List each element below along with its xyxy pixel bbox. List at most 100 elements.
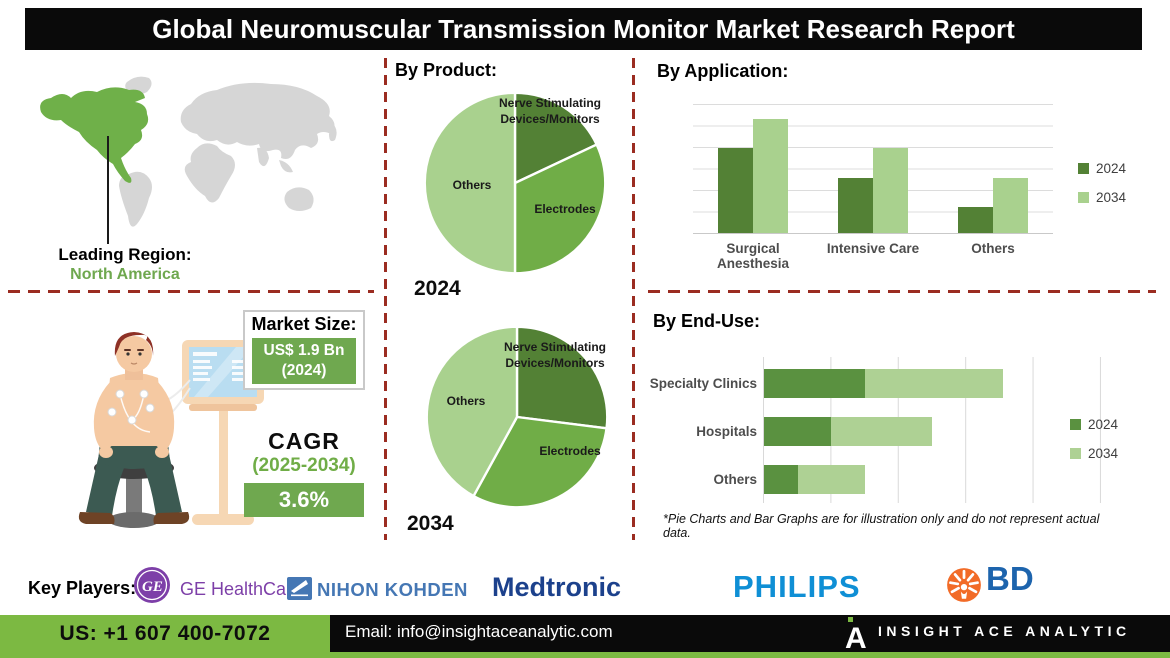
app-bar-group xyxy=(838,104,908,233)
application-legend: 2024 2034 xyxy=(1078,161,1126,219)
pie-2034-svg xyxy=(425,325,609,509)
bar-2024-Others xyxy=(958,207,993,233)
pie-2034-label-nerve: Nerve Stimulating Devices/Monitors xyxy=(503,340,607,370)
key-players-label: Key Players: xyxy=(28,578,137,598)
ge-healthcare-icon: GE xyxy=(134,567,170,603)
pie-slice-2034-0 xyxy=(515,325,609,430)
world-map xyxy=(40,76,337,227)
market-size-value: US$ 1.9 Bn (2024) xyxy=(252,338,356,385)
pie-2024-label-electrodes: Electrodes xyxy=(534,202,596,216)
phone-number: US: +1 607 400-7072 xyxy=(59,621,271,645)
legend-item-2034: 2034 xyxy=(1070,446,1118,461)
cagr-value: 3.6% xyxy=(244,483,364,517)
bottom-green-strip xyxy=(0,652,1170,658)
market-size-amount: US$ 1.9 Bn xyxy=(263,342,345,359)
bar-2034-Others xyxy=(797,465,866,494)
divider-horizontal-left xyxy=(8,290,374,293)
eu-bar-track xyxy=(764,369,1004,398)
map-other-regions xyxy=(119,76,337,227)
end-use-rows: Specialty Clinics Hospitals Others xyxy=(645,369,1115,494)
app-bar-group xyxy=(958,104,1028,233)
eu-category-label: Specialty Clinics xyxy=(649,376,757,391)
bd-logo-text: BD xyxy=(986,560,1034,597)
legend-label-2034: 2034 xyxy=(1088,446,1119,461)
philips-logo-text: PHILIPS xyxy=(733,569,861,604)
legend-item-2024: 2024 xyxy=(1078,161,1126,176)
pie-2034-year-label: 2034 xyxy=(407,512,454,535)
eu-category-label: Hospitals xyxy=(696,424,757,439)
bar-2024-Specialty Clinics xyxy=(764,369,866,398)
insight-ace-logo-text: INSIGHT ACE ANALYTIC xyxy=(878,623,1131,639)
pie-slice-2034-2 xyxy=(425,325,519,498)
report-title-bar: Global Neuromuscular Transmission Monito… xyxy=(25,8,1142,50)
end-use-legend: 2024 2034 xyxy=(1070,417,1118,475)
section-title-end-use: By End-Use: xyxy=(653,311,761,331)
application-bar-chart xyxy=(693,104,1053,234)
bd-sunburst-icon xyxy=(947,568,981,602)
legend-item-2034: 2034 xyxy=(1078,190,1126,205)
market-size-year: (2024) xyxy=(281,362,327,380)
pie-2024-year-label: 2024 xyxy=(414,277,461,300)
insight-ace-logo-mark: A xyxy=(845,617,867,652)
pie-2034-label-others: Others xyxy=(446,394,486,408)
svg-text:GE: GE xyxy=(142,579,163,595)
bar-2034-Others xyxy=(993,177,1028,233)
application-category-labels: Surgical Anesthesia Intensive Care Others xyxy=(693,241,1053,271)
divider-horizontal-right xyxy=(648,290,1156,293)
legend-label-2024: 2024 xyxy=(1096,161,1127,176)
cagr-label: CAGR xyxy=(268,428,340,454)
cagr-block: CAGR (2025-2034) 3.6% xyxy=(238,428,370,517)
legend-swatch-2024 xyxy=(1070,419,1081,430)
eu-row: Hospitals xyxy=(645,417,1115,446)
section-title-application: By Application: xyxy=(657,61,789,81)
bar-2024-Surgical Anesthesia xyxy=(718,147,753,233)
bar-2024-Others xyxy=(764,465,798,494)
app-category-label: Surgical Anesthesia xyxy=(716,241,790,271)
market-size-card: Market Size: US$ 1.9 Bn (2024) xyxy=(243,310,365,390)
legend-swatch-2034 xyxy=(1070,448,1081,459)
legend-label-2024: 2024 xyxy=(1088,417,1119,432)
eu-row: Specialty Clinics xyxy=(645,369,1115,398)
report-title: Global Neuromuscular Transmission Monito… xyxy=(152,13,1015,44)
cagr-period: (2025-2034) xyxy=(252,455,356,476)
bar-2034-Surgical Anesthesia xyxy=(753,119,788,233)
svg-text:A: A xyxy=(845,622,867,652)
pie-2024-label-others: Others xyxy=(452,178,492,192)
legend-item-2024: 2024 xyxy=(1070,417,1118,432)
legend-label-2034: 2034 xyxy=(1096,190,1127,205)
chest-electrodes xyxy=(107,389,155,425)
leading-region-label: Leading Region: xyxy=(58,245,192,264)
app-bar-group xyxy=(718,104,788,233)
pie-slice-2034-1 xyxy=(471,415,608,509)
app-category-label: Intensive Care xyxy=(826,241,920,256)
bar-2034-Intensive Care xyxy=(873,147,908,233)
divider-vertical-right xyxy=(632,58,635,540)
bar-2034-Specialty Clinics xyxy=(865,369,1004,398)
app-category-label: Others xyxy=(971,241,1015,256)
medtronic-logo-text: Medtronic xyxy=(492,572,622,602)
pie-2034-label-electrodes: Electrodes xyxy=(539,444,601,458)
nihon-kohden-logo-text: NIHON KOHDEN xyxy=(317,579,468,600)
bar-2024-Hospitals xyxy=(764,417,832,446)
contact-bar xyxy=(330,615,1170,652)
patient-figure xyxy=(78,332,190,524)
bar-2034-Hospitals xyxy=(831,417,933,446)
market-size-label: Market Size: xyxy=(251,314,357,334)
patient-monitor-illustration xyxy=(78,332,264,528)
map-north-america-highlight xyxy=(40,87,149,183)
pie-2024-label-nerve: Nerve Stimulating Devices/Monitors xyxy=(498,96,602,126)
leading-region: Leading Region: North America xyxy=(25,245,225,285)
contact-email: Email: info@insightaceanalytic.com xyxy=(345,622,613,641)
eu-row: Others xyxy=(645,465,1115,494)
pie-slice-2024-2 xyxy=(423,91,517,275)
eu-bar-track xyxy=(764,417,933,446)
eu-category-label: Others xyxy=(713,472,757,487)
section-title-product: By Product: xyxy=(395,60,498,80)
pie-2024-svg xyxy=(423,91,607,275)
ge-healthcare-logo-text: GE HealthCare xyxy=(180,579,303,599)
region-pointer-line xyxy=(107,136,109,244)
eu-bar-track xyxy=(764,465,866,494)
phone-bar: US: +1 607 400-7072 xyxy=(0,615,330,652)
pie-chart-2034: Nerve Stimulating Devices/Monitors Elect… xyxy=(422,322,612,512)
